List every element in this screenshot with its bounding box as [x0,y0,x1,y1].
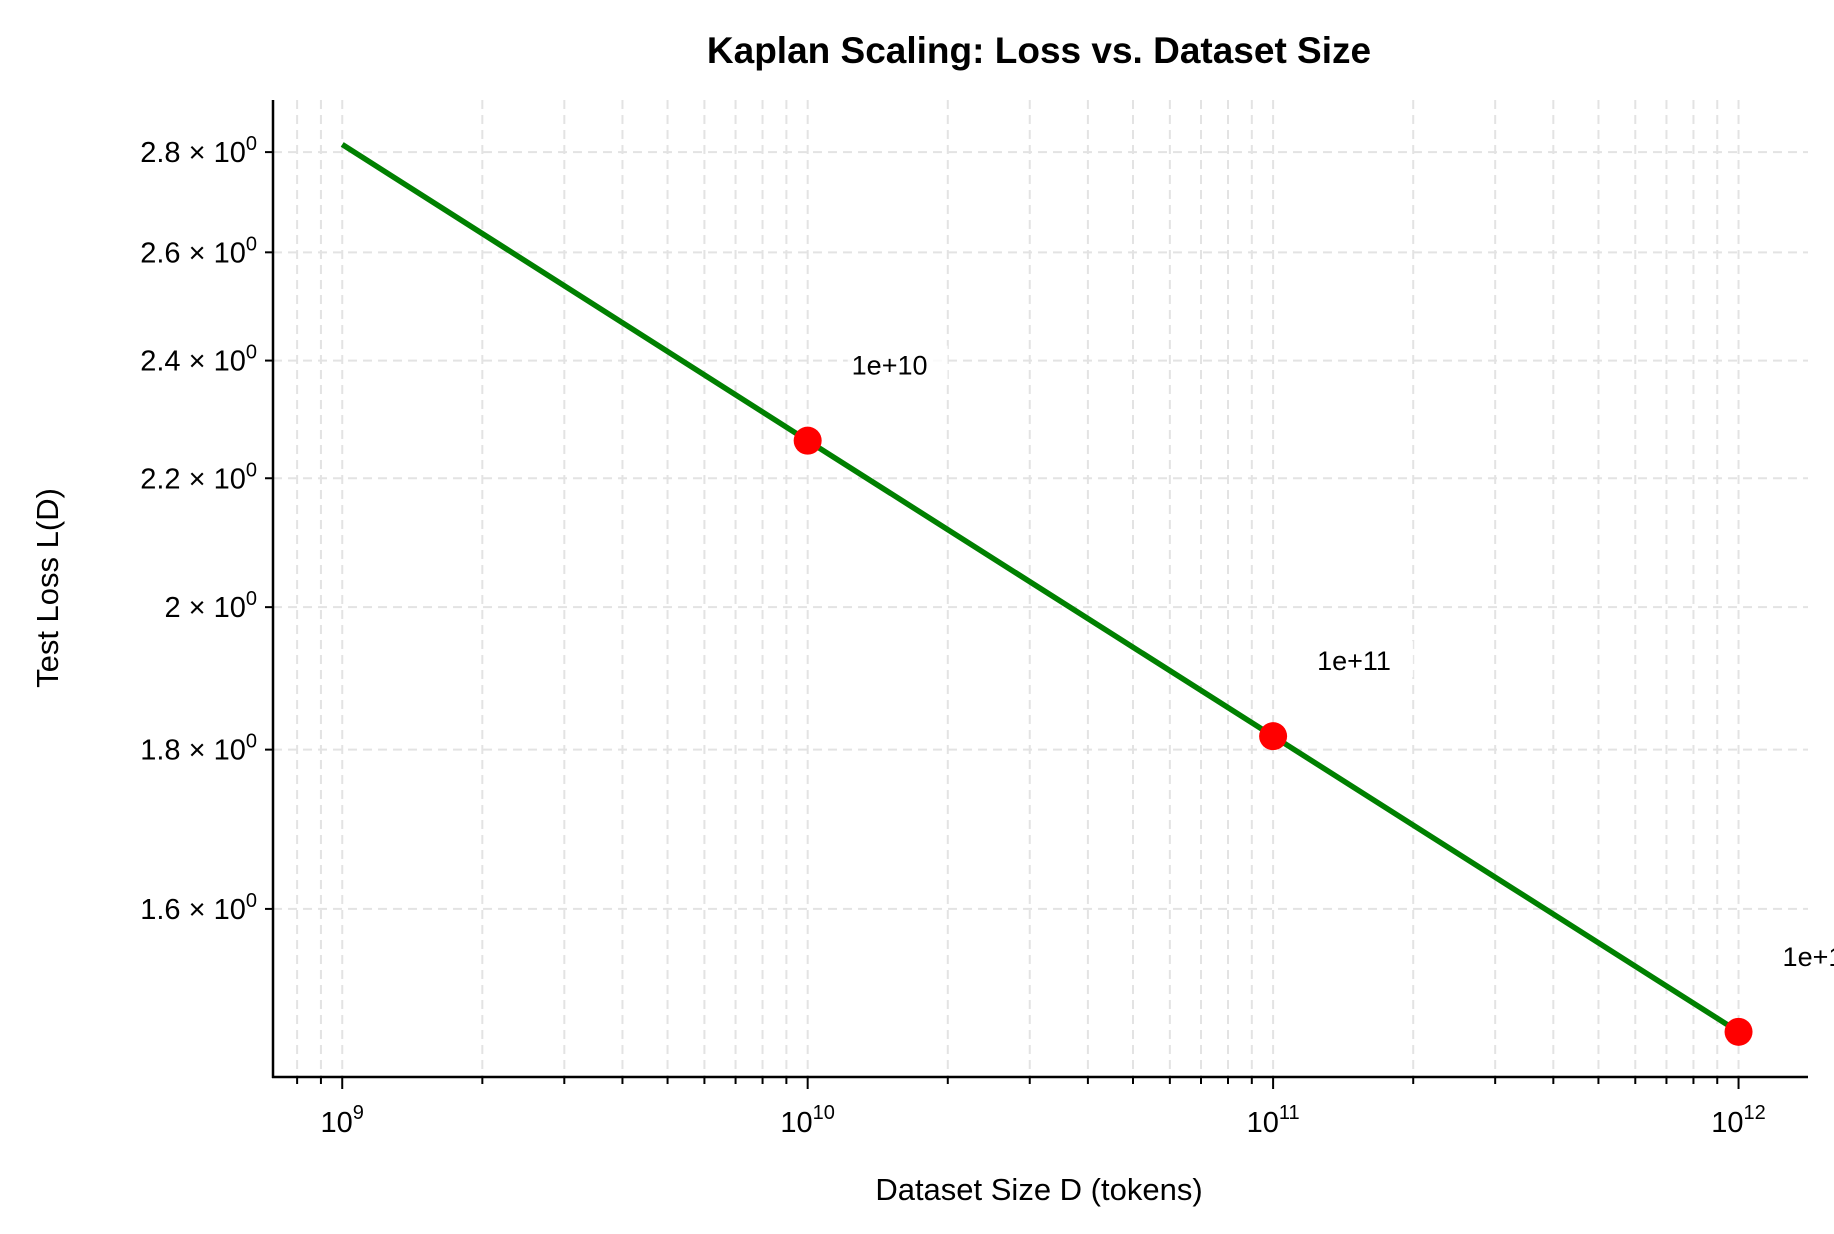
chart-title: Kaplan Scaling: Loss vs. Dataset Size [707,30,1371,71]
y-tick-label: 2.2 × 100 [140,459,257,495]
y-tick-label: 2.8 × 100 [140,133,257,169]
x-tick-label: 109 [321,1102,364,1139]
x-tick-label: 1010 [780,1102,835,1139]
annotation: 1e+11 [1313,641,1414,678]
y-tick-label: 2.6 × 100 [140,233,257,269]
y-tick-label: 2 × 100 [164,588,257,624]
annotation-label: 1e+10 [852,351,928,381]
annotation-label: 1e+12 [1783,942,1834,972]
y-axis-label: Test Loss L(D) [30,488,65,688]
y-tick-label: 1.6 × 100 [140,890,257,926]
y-tick-label: 1.8 × 100 [140,731,257,767]
y-tick-label: 2.4 × 100 [140,342,257,378]
x-axis-label: Dataset Size D (tokens) [875,1172,1202,1207]
annotation: 1e+12 [1778,936,1834,973]
grid [273,100,1808,1077]
x-tick-label: 1012 [1711,1102,1766,1139]
annotation-label: 1e+11 [1317,646,1391,676]
axes: 1.6 × 100 1.8 × 100 2 × 100 2.2 × 100 2.4 × … [140,100,1808,1139]
annotations: 1e+10 1e+11 1e+12 [847,345,1834,973]
annotation-background [1313,641,1414,678]
series-layer [340,142,1753,1046]
loss-curve-line [340,142,1741,1035]
data-point-marker [793,426,822,455]
annotation: 1e+10 [847,345,948,382]
data-point-marker [1259,722,1288,751]
x-tick-label: 1011 [1247,1102,1300,1139]
data-point-marker [1724,1017,1753,1046]
annotation-background [847,345,948,382]
annotation-background [1778,936,1834,973]
